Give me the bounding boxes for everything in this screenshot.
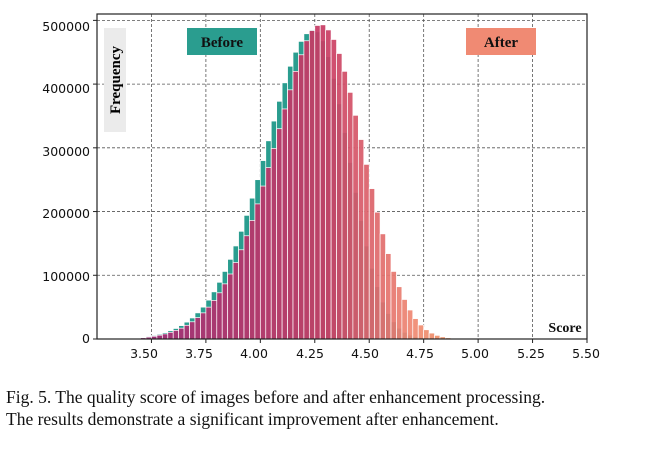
histogram-bar (347, 92, 354, 340)
histogram-bar (417, 324, 425, 340)
y-tick-label: 300000 (42, 144, 90, 159)
histogram-bar (183, 324, 190, 340)
histogram-bar (379, 233, 386, 340)
legend-after-label: After (484, 35, 518, 51)
histogram-bar (227, 273, 234, 340)
x-tick-label: 3.75 (185, 346, 213, 361)
y-tick-label: 100000 (42, 269, 90, 284)
histogram-bar (167, 331, 174, 340)
y-tick-label: 400000 (42, 81, 90, 96)
caption-line-2: The results demonstrate a significant im… (6, 409, 499, 429)
histogram-bar (287, 89, 294, 340)
histogram-bar (259, 185, 267, 340)
x-tick-label: 4.00 (240, 346, 268, 361)
histogram-bar (319, 24, 327, 340)
histogram-bar (396, 286, 403, 340)
histogram-bar (406, 309, 414, 340)
x-tick-label: 4.75 (406, 346, 434, 361)
histogram-bar (200, 312, 207, 340)
histogram-bar (357, 139, 365, 340)
histogram-bar (308, 30, 316, 340)
x-axis-label: Score (548, 321, 581, 336)
histogram-chart: 0 100000 200000 300000 400000 500000 3.5… (42, 13, 600, 361)
histogram-bar (374, 211, 381, 340)
histogram-bar (303, 40, 310, 340)
histogram-bar (221, 283, 229, 340)
histogram-bar (243, 235, 250, 340)
histogram-bar (368, 188, 376, 340)
x-tick-label: 4.50 (351, 346, 379, 361)
figure-caption: Fig. 5. The quality score of images befo… (6, 386, 658, 430)
histogram-bar (363, 164, 370, 340)
histogram-bar (178, 327, 185, 340)
caption-line-1: Fig. 5. The quality score of images befo… (6, 387, 546, 407)
histogram-bar (385, 253, 392, 340)
histogram-bar (265, 167, 272, 340)
histogram-bar (298, 54, 305, 340)
y-tick-label: 200000 (42, 206, 90, 221)
histogram-bar (216, 292, 223, 340)
histogram-bar (281, 108, 288, 340)
x-tick-label: 5.50 (572, 346, 600, 361)
y-tick-label: 0 (82, 331, 90, 346)
histogram-bar (232, 262, 239, 340)
histogram-bar (194, 317, 201, 340)
histogram-bar (270, 148, 278, 340)
histogram-bar (189, 321, 196, 340)
histogram-bar (390, 271, 397, 340)
histogram-bar (401, 299, 408, 340)
histogram-bar (292, 71, 299, 340)
x-tick-labels: 3.50 3.75 4.00 4.25 4.50 4.75 5.00 5.25 … (130, 346, 600, 361)
histogram-bar (205, 306, 212, 340)
histogram-bar (172, 330, 180, 340)
series-after-bars (118, 24, 474, 340)
legend-before: Before (187, 28, 257, 55)
x-tick-label: 4.25 (296, 346, 324, 361)
x-tick-label: 3.50 (130, 346, 158, 361)
legend-before-label: Before (201, 35, 244, 51)
x-tick-label: 5.25 (517, 346, 545, 361)
y-tick-labels: 0 100000 200000 300000 400000 500000 (42, 19, 90, 346)
histogram-bar (249, 220, 256, 340)
histogram-bar (423, 329, 430, 340)
y-axis-label-box: Frequency (104, 28, 126, 132)
legend-after: After (466, 28, 536, 55)
histogram-bar (412, 318, 419, 340)
histogram-bar (254, 203, 261, 340)
y-axis-label: Frequency (108, 45, 124, 114)
histogram-bar (161, 333, 169, 340)
histogram-bar (210, 300, 218, 340)
histogram-bar (428, 332, 435, 340)
histogram-bar (325, 29, 332, 340)
histogram-bar (314, 25, 321, 340)
histogram-bar (330, 39, 337, 340)
plot-frame (96, 13, 588, 340)
tick-marks (93, 19, 588, 343)
histogram-bar (352, 114, 359, 340)
histogram-bar (238, 249, 245, 340)
histogram-bar (341, 71, 348, 340)
histogram-bar (276, 128, 283, 340)
x-tick-label: 5.00 (461, 346, 489, 361)
histogram-bar (336, 53, 343, 340)
y-tick-label: 500000 (42, 19, 90, 34)
